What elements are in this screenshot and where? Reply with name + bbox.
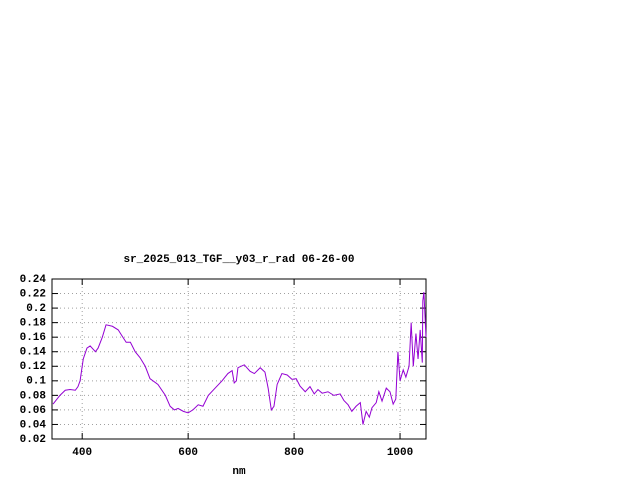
x-tick-label: 800 bbox=[284, 447, 304, 459]
y-tick-label: 0.06 bbox=[20, 405, 46, 417]
y-tick-label: 0.18 bbox=[20, 318, 47, 330]
x-tick-label: 600 bbox=[178, 447, 198, 459]
y-tick-label: 0.12 bbox=[20, 361, 46, 373]
y-tick-label: 0.22 bbox=[20, 288, 46, 300]
plot-frame bbox=[51, 278, 427, 440]
y-tick-label: 0.02 bbox=[20, 434, 46, 446]
x-tick-label: 1000 bbox=[387, 447, 413, 459]
y-tick-label: 0.14 bbox=[20, 347, 47, 359]
x-axis-label: nm bbox=[232, 466, 246, 478]
chart-title: sr_2025_013_TGF__y03_r_rad 06-26-00 bbox=[123, 254, 354, 266]
data-line bbox=[52, 292, 427, 425]
y-tick-label: 0.08 bbox=[20, 390, 47, 402]
y-tick-label: 0.16 bbox=[20, 332, 46, 344]
y-tick-label: 0.04 bbox=[20, 419, 47, 431]
y-tick-label: 0.2 bbox=[26, 303, 46, 315]
y-tick-label: 0.1 bbox=[26, 376, 46, 388]
x-tick-label: 400 bbox=[72, 447, 92, 459]
y-tick-label: 0.24 bbox=[20, 274, 47, 286]
